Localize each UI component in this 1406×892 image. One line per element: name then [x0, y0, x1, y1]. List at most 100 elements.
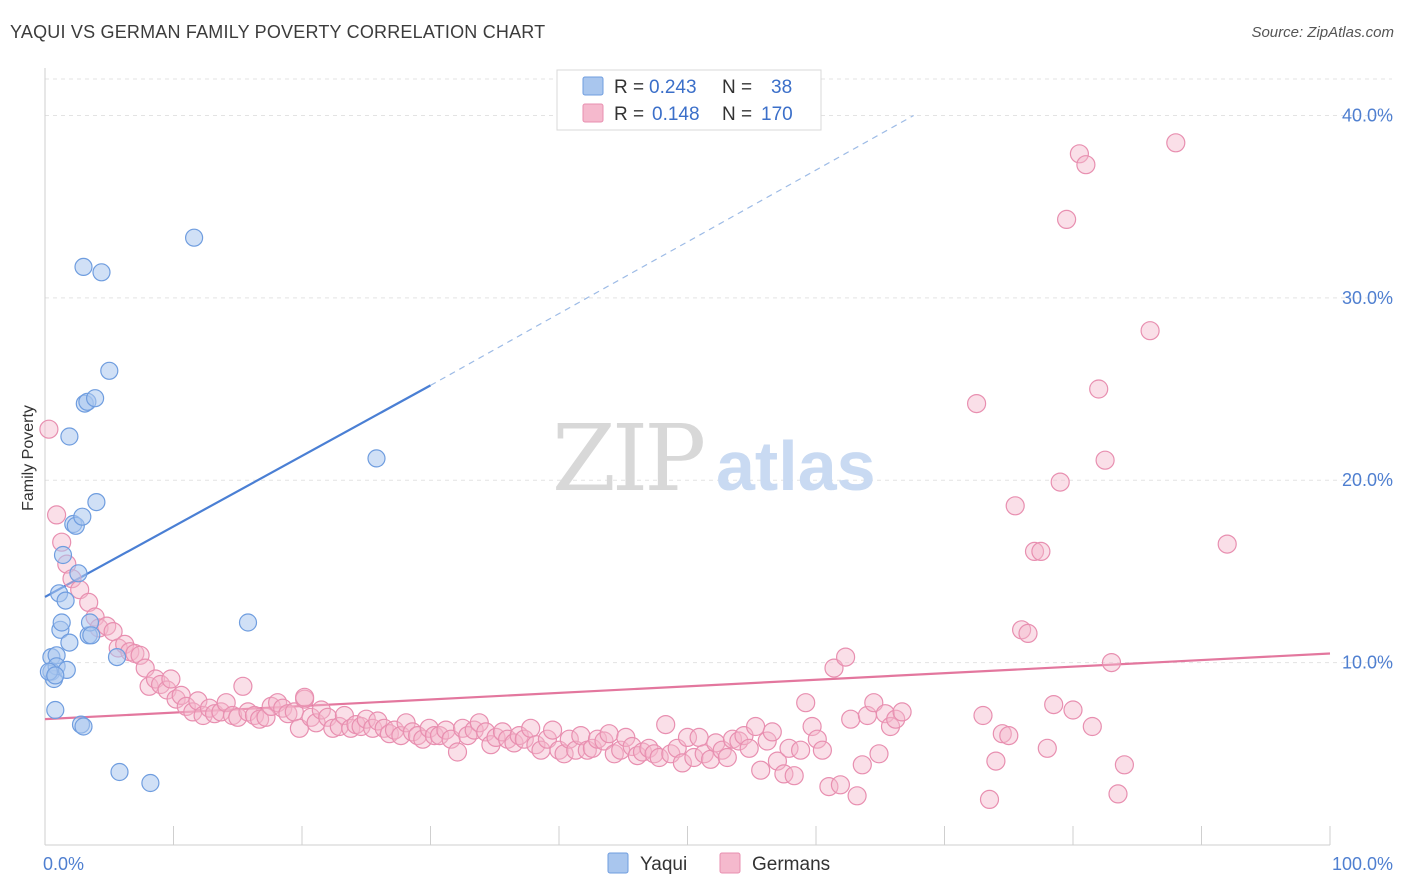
- point-germans-84: [514, 729, 534, 749]
- legend-swatch-germans: [582, 103, 604, 123]
- point-germans-89: [542, 720, 563, 740]
- point-germans-104: [627, 745, 648, 766]
- point-germans-83: [509, 725, 529, 746]
- point-yaqui-27: [87, 493, 106, 512]
- point-yaqui-31: [110, 762, 129, 782]
- point-germans-88: [537, 729, 558, 749]
- point-germans-38: [256, 707, 276, 727]
- point-germans-151: [892, 702, 912, 722]
- point-germans-62: [391, 725, 411, 746]
- point-germans-26: [188, 691, 208, 711]
- point-germans-108: [649, 747, 669, 768]
- point-germans-176: [1140, 321, 1160, 341]
- point-yaqui-20: [74, 257, 93, 276]
- point-germans-65: [408, 725, 428, 746]
- point-germans-127: [757, 731, 777, 751]
- point-germans-144: [852, 755, 872, 775]
- point-germans-162: [1031, 541, 1051, 562]
- legend-r-value-yaqui: 0.243: [649, 77, 697, 98]
- watermark-zip: ZIP: [552, 405, 703, 512]
- point-germans-135: [802, 716, 822, 737]
- point-germans-85: [521, 718, 541, 738]
- point-germans-70: [436, 720, 456, 740]
- point-germans-172: [1095, 450, 1115, 470]
- point-germans-155: [986, 751, 1006, 771]
- point-germans-91: [554, 744, 574, 764]
- point-germans-120: [717, 747, 737, 768]
- point-germans-139: [824, 658, 844, 678]
- point-germans-128: [762, 722, 782, 742]
- point-germans-179: [295, 687, 315, 707]
- point-germans-166: [1056, 209, 1077, 229]
- point-yaqui-26: [85, 389, 105, 408]
- point-germans-148: [875, 704, 896, 724]
- grid-lines: [45, 78, 1392, 664]
- point-germans-126: [751, 760, 771, 780]
- point-germans-136: [807, 729, 827, 749]
- point-germans-58: [368, 711, 388, 731]
- series-legend-swatch-yaqui: [607, 852, 629, 874]
- point-germans-175: [1114, 755, 1135, 775]
- point-yaqui-33: [185, 228, 204, 247]
- legend-n-label-germans: N =: [722, 104, 752, 125]
- legend-r-value-germans: 0.148: [652, 104, 700, 125]
- point-yaqui-35: [367, 449, 386, 468]
- point-germans-140: [830, 775, 851, 795]
- point-germans-134: [796, 693, 816, 713]
- point-germans-165: [1050, 472, 1070, 492]
- point-yaqui-29: [100, 361, 119, 380]
- y-tick-label-10: 10.0%: [1342, 653, 1393, 673]
- point-yaqui-12: [60, 427, 79, 446]
- y-tick-label-40: 40.0%: [1342, 105, 1393, 125]
- point-germans-121: [722, 729, 743, 749]
- point-germans-125: [745, 716, 766, 737]
- point-germans-143: [847, 786, 867, 806]
- point-germans-93: [566, 740, 586, 760]
- point-germans-163: [1037, 738, 1057, 758]
- point-germans-99: [599, 724, 619, 744]
- point-yaqui-3: [46, 700, 65, 720]
- point-germans-132: [784, 766, 804, 786]
- point-germans-158: [1005, 496, 1025, 516]
- stats-legend: R = 0.243 N = 38 R = 0.148 N = 170: [556, 69, 822, 131]
- point-germans-15: [130, 645, 150, 665]
- point-germans-81: [498, 729, 518, 749]
- legend-n-label-yaqui: N =: [722, 77, 752, 98]
- point-yaqui-9: [53, 545, 73, 565]
- point-yaqui-37: [46, 666, 65, 685]
- point-germans-109: [656, 714, 676, 735]
- x-tick-label-100: 100.0%: [1332, 854, 1393, 874]
- point-yaqui-28: [92, 263, 111, 282]
- point-germans-34: [233, 676, 253, 696]
- point-germans-1: [46, 505, 67, 525]
- point-germans-42: [278, 704, 298, 724]
- point-germans-160: [1018, 623, 1038, 644]
- point-germans-137: [812, 740, 833, 760]
- point-yaqui-19: [74, 717, 93, 736]
- point-yaqui-8: [52, 613, 71, 632]
- point-germans-177: [1166, 133, 1186, 153]
- point-yaqui-30: [107, 647, 127, 667]
- point-germans-22: [166, 689, 186, 709]
- source-label: Source: ZipAtlas.com: [1251, 24, 1394, 41]
- point-germans-92: [559, 729, 579, 749]
- point-germans-97: [587, 729, 608, 749]
- point-germans-154: [979, 789, 1000, 810]
- point-germans-0: [39, 419, 59, 439]
- point-germans-168: [1069, 144, 1090, 164]
- watermark-atlas: atlas: [716, 427, 876, 505]
- point-germans-147: [869, 744, 889, 764]
- point-yaqui-34: [238, 613, 258, 632]
- point-germans-107: [644, 744, 664, 764]
- legend-r-label-germans: R =: [614, 104, 644, 125]
- x-tick-label-0: 0.0%: [43, 854, 84, 874]
- series-legend: Yaqui Germans: [607, 852, 830, 875]
- point-germans-21: [161, 669, 181, 689]
- legend-n-value-germans: 170: [761, 104, 793, 125]
- point-germans-178: [1217, 534, 1237, 554]
- point-yaqui-25: [82, 626, 101, 645]
- point-germans-152: [966, 394, 987, 414]
- point-germans-96: [582, 738, 603, 758]
- point-germans-150: [886, 709, 906, 729]
